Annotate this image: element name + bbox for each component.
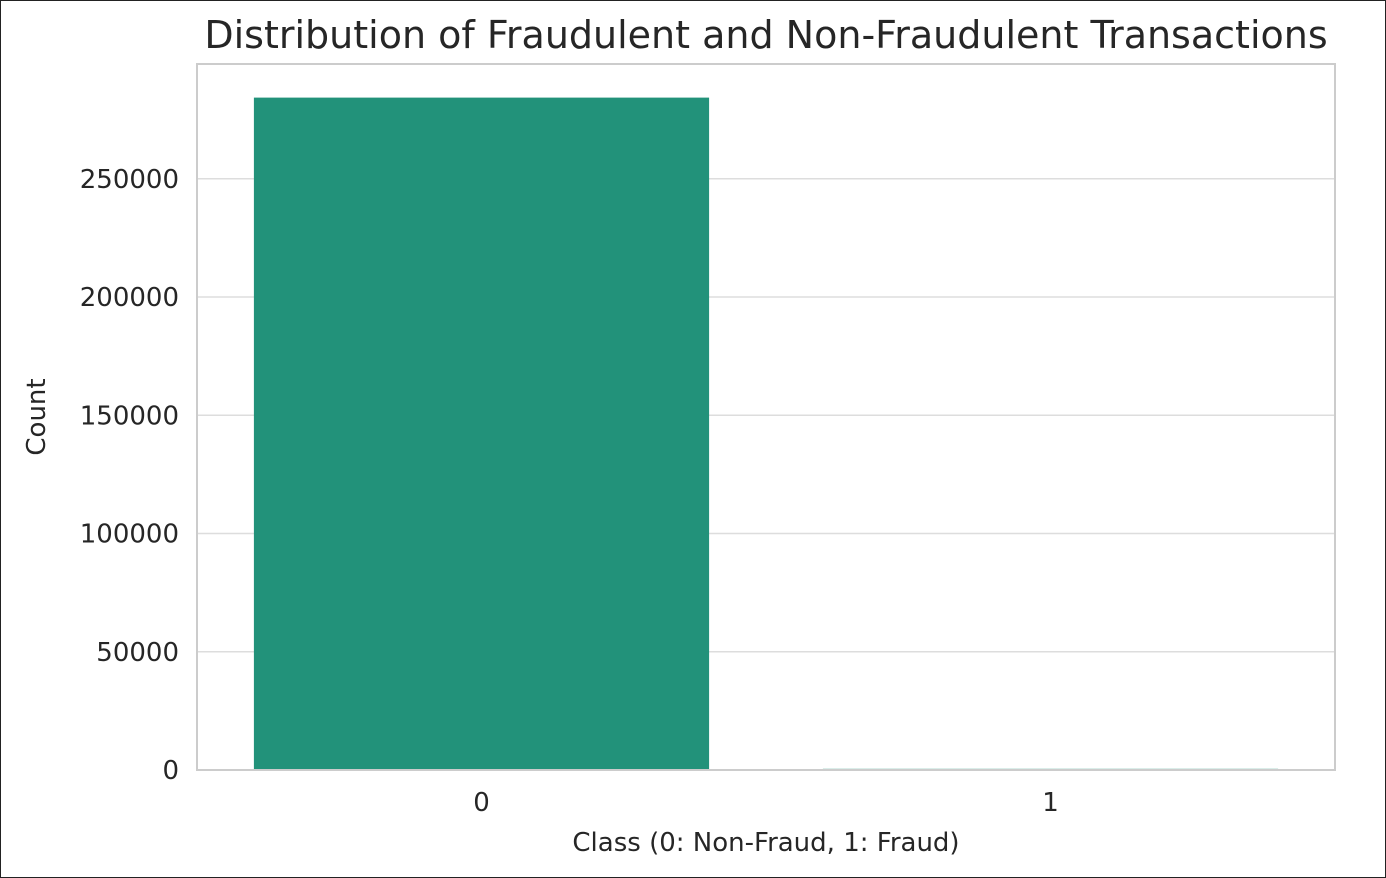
y-tick-label: 100000 bbox=[80, 520, 179, 550]
x-tick-label: 1 bbox=[1042, 788, 1059, 818]
x-tick-label: 0 bbox=[473, 788, 490, 818]
bar-0 bbox=[253, 97, 710, 771]
y-tick-label: 0 bbox=[162, 756, 179, 786]
y-axis-ticks: 0 50000 100000 150000 200000 250000 bbox=[80, 165, 179, 786]
bars bbox=[253, 97, 1279, 771]
y-tick-label: 50000 bbox=[96, 638, 179, 668]
y-axis-label: Count bbox=[22, 378, 52, 455]
y-tick-label: 150000 bbox=[80, 401, 179, 431]
chart-title: Distribution of Fraudulent and Non-Fraud… bbox=[204, 13, 1327, 57]
x-axis-label: Class (0: Non-Fraud, 1: Fraud) bbox=[572, 828, 959, 858]
y-tick-label: 250000 bbox=[80, 165, 179, 195]
y-tick-label: 200000 bbox=[80, 283, 179, 313]
plot-area-border bbox=[196, 63, 1336, 771]
